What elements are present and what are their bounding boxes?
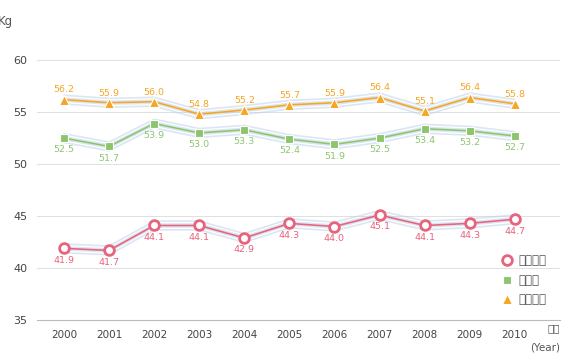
Text: 53.0: 53.0 bbox=[189, 140, 210, 149]
Text: 56.0: 56.0 bbox=[144, 87, 165, 96]
Text: 51.9: 51.9 bbox=[324, 152, 345, 161]
Text: 53.9: 53.9 bbox=[144, 131, 165, 140]
Text: 44.3: 44.3 bbox=[279, 231, 300, 240]
Text: 54.8: 54.8 bbox=[189, 100, 210, 109]
Text: 44.1: 44.1 bbox=[144, 233, 165, 242]
Text: 55.8: 55.8 bbox=[504, 90, 525, 99]
Text: 45.1: 45.1 bbox=[369, 222, 390, 232]
Text: 53.2: 53.2 bbox=[459, 138, 480, 147]
Text: 55.7: 55.7 bbox=[279, 91, 300, 100]
Text: 56.2: 56.2 bbox=[54, 86, 74, 94]
Text: 44.1: 44.1 bbox=[414, 233, 435, 242]
Text: 56.4: 56.4 bbox=[369, 83, 390, 92]
Text: 41.9: 41.9 bbox=[54, 256, 74, 265]
Text: (Year): (Year) bbox=[530, 343, 560, 353]
Text: 55.1: 55.1 bbox=[414, 97, 435, 106]
Text: 44.7: 44.7 bbox=[504, 226, 525, 236]
Text: 52.7: 52.7 bbox=[504, 143, 525, 152]
Text: 44.3: 44.3 bbox=[459, 231, 480, 240]
Text: 42.9: 42.9 bbox=[234, 245, 255, 254]
Text: 52.5: 52.5 bbox=[54, 145, 74, 154]
Text: 44.1: 44.1 bbox=[189, 233, 210, 242]
Text: 55.9: 55.9 bbox=[324, 88, 345, 98]
Text: 51.7: 51.7 bbox=[99, 154, 120, 163]
Text: 52.4: 52.4 bbox=[279, 146, 300, 155]
Text: 53.3: 53.3 bbox=[233, 137, 255, 146]
Text: 55.9: 55.9 bbox=[99, 88, 120, 98]
Text: 55.2: 55.2 bbox=[234, 96, 255, 105]
Text: 56.4: 56.4 bbox=[459, 83, 480, 92]
Text: 52.5: 52.5 bbox=[369, 145, 390, 154]
Text: 44.0: 44.0 bbox=[324, 234, 345, 243]
Text: 53.4: 53.4 bbox=[414, 136, 435, 145]
Text: 41.7: 41.7 bbox=[99, 258, 120, 267]
Text: Kg: Kg bbox=[0, 15, 13, 28]
Legend: 초등학교, 중학교, 고등학교: 초등학교, 중학교, 고등학교 bbox=[500, 252, 549, 309]
Text: 연도: 연도 bbox=[547, 323, 560, 333]
